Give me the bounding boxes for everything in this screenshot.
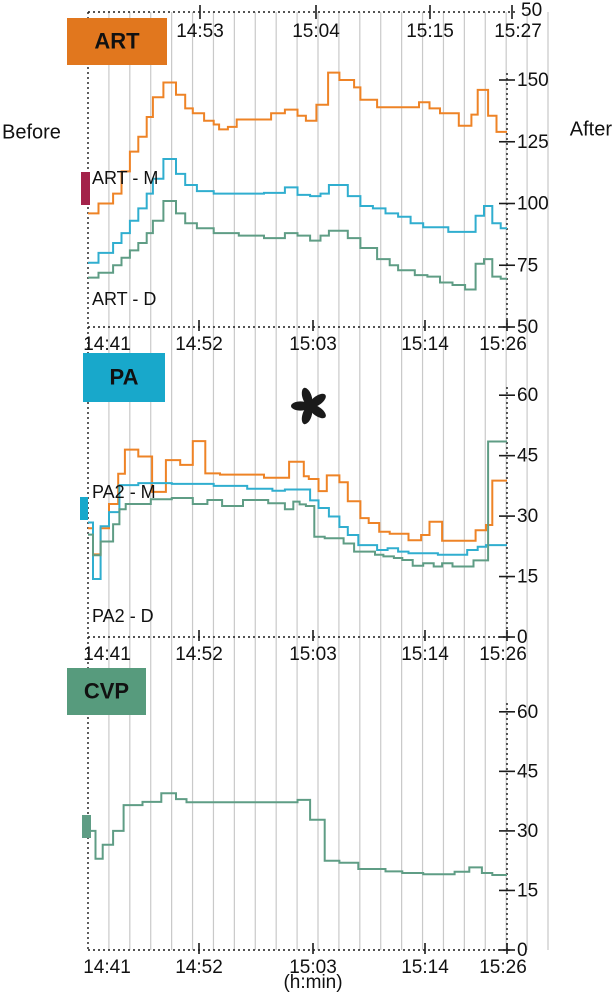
- panel-art: 14:41 14:52 15:03 15:14 15:26 150 125 100 75 50 AR…: [67, 18, 549, 355]
- time-unit-label: (h:min): [283, 972, 342, 993]
- art-upper-curve: [88, 71, 507, 215]
- pa-middle-inline-label: PA2 - M: [92, 482, 156, 502]
- pa-lower-inline-label: PA2 - D: [92, 606, 154, 626]
- cvp-curve: [88, 792, 507, 876]
- pa-scale-marker: [80, 497, 88, 520]
- x-axis-tick-label: 14:52: [175, 644, 223, 665]
- art-middle-curve: [88, 158, 507, 264]
- cvp-label-box: [67, 668, 146, 715]
- art-label-box: [67, 18, 167, 65]
- x-axis-tick-label: 14:41: [83, 957, 131, 978]
- cvp-scale-marker: [82, 815, 91, 838]
- top-axis-tick-label: 15:04: [292, 21, 340, 42]
- pa-lower-curve: [88, 440, 507, 568]
- x-axis-tick-label: 15:03: [289, 644, 337, 665]
- x-axis-tick-label: 15:14: [401, 644, 449, 665]
- before-label: Before: [2, 121, 61, 143]
- y-axis-tick-label: 100: [517, 194, 549, 215]
- pa-middle-curve: [88, 482, 507, 580]
- asterisk-petal: [301, 405, 313, 425]
- asterisk-petal: [309, 404, 326, 419]
- y-axis-tick-label: 30: [517, 821, 538, 842]
- x-axis-tick-label: 14:41: [83, 334, 131, 355]
- pa-upper-curve: [88, 440, 507, 556]
- top-axis-tick-label: 15:27: [494, 21, 542, 42]
- top-axis-tick-label: 14:53: [176, 21, 224, 42]
- art-label-text: ART: [94, 28, 140, 53]
- x-axis-tick-label: 14:41: [83, 644, 131, 665]
- top-axis-end-value: 50: [521, 0, 542, 21]
- asterisk-petal: [291, 401, 310, 411]
- x-axis-tick-label: 15:26: [479, 957, 527, 978]
- cvp-label-text: CVP: [84, 678, 129, 703]
- y-axis-tick-label: 45: [517, 446, 538, 467]
- y-axis-tick-label: 45: [517, 761, 538, 782]
- asterisk-annotation: [291, 387, 326, 425]
- y-axis-tick-label: 75: [517, 255, 538, 276]
- x-axis-tick-label: 14:52: [175, 334, 223, 355]
- x-axis-tick-label: 14:52: [175, 957, 223, 978]
- panel-cvp: 14:41 14:52 15:03 15:14 15:26 60 45 30 15 0 CVP: [67, 668, 538, 978]
- x-axis-tick-label: 15:03: [289, 334, 337, 355]
- art-middle-inline-label: ART - M: [92, 168, 158, 188]
- asterisk-petal: [301, 387, 313, 407]
- y-axis-tick-label: 50: [517, 317, 538, 338]
- y-axis-tick-label: 60: [517, 385, 538, 406]
- y-axis-tick-label: 15: [517, 567, 538, 588]
- gridlines: [108, 12, 549, 950]
- x-axis-tick-label: 15:14: [401, 957, 449, 978]
- y-axis-tick-label: 0: [517, 940, 528, 961]
- pa-label-text: PA: [110, 364, 139, 389]
- x-axis-tick-label: 15:14: [401, 334, 449, 355]
- after-label: After: [570, 118, 613, 140]
- x-axis-tick-label: 15:26: [479, 644, 527, 665]
- y-axis-tick-label: 60: [517, 702, 538, 723]
- pa-label-box: [83, 353, 165, 402]
- art-lower-inline-label: ART - D: [92, 289, 156, 309]
- art-scale-marker: [81, 172, 90, 205]
- y-axis-tick-label: 0: [517, 627, 528, 648]
- y-axis-tick-label: 30: [517, 506, 538, 527]
- y-axis-tick-label: 15: [517, 880, 538, 901]
- x-axis-tick-label: 15:03: [289, 957, 337, 978]
- asterisk-petal: [309, 393, 326, 408]
- art-lower-curve: [88, 200, 507, 291]
- panel-pa: 14:41 14:52 15:03 15:14 15:26 60 45 30 15 0 PA2 - …: [80, 353, 538, 665]
- x-axis-tick-label: 15:26: [479, 334, 527, 355]
- y-axis-tick-label: 150: [517, 70, 549, 91]
- top-axis-tick-label: 15:15: [406, 21, 454, 42]
- y-axis-tick-label: 125: [517, 132, 549, 153]
